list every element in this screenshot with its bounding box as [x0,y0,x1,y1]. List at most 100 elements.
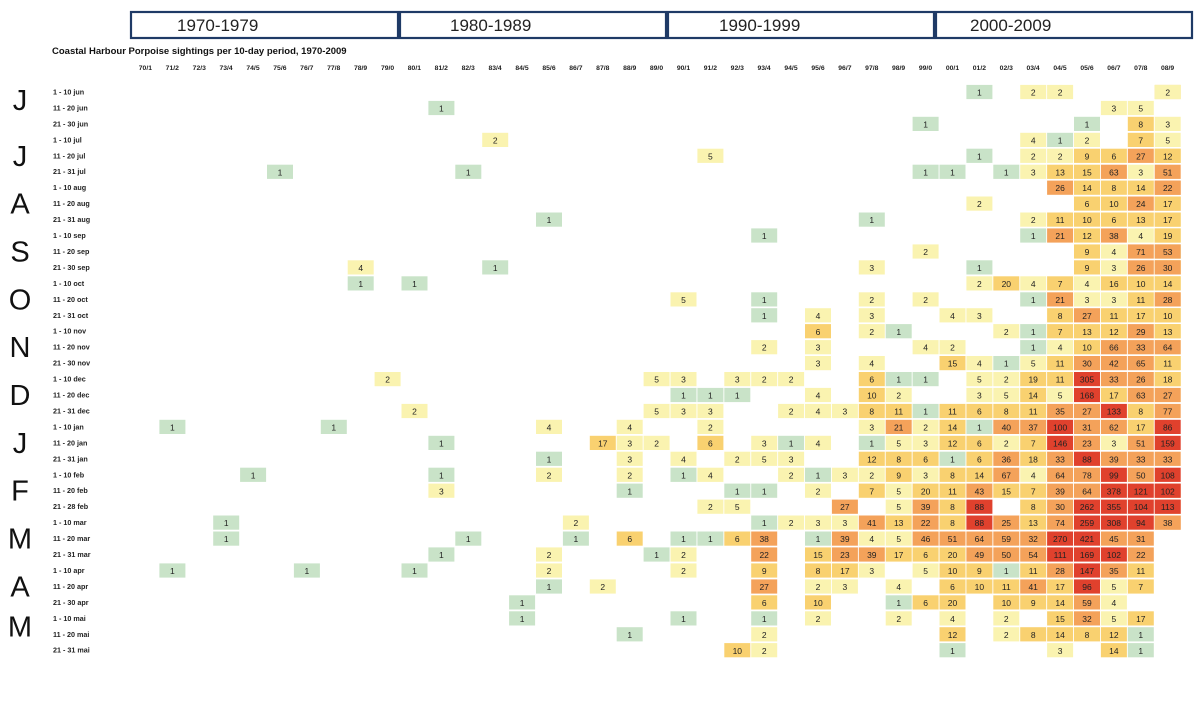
heatmap-cell [1100,403,1127,419]
heatmap-cell [858,308,885,323]
heatmap-cell [1047,212,1074,227]
heatmap-cell [1154,292,1181,307]
heatmap-cell [912,547,939,562]
cell-value: 1 [1085,119,1090,129]
cell-value: 1 [412,566,417,576]
cell-value: 8 [816,566,821,576]
heatmap-cell [1127,276,1154,291]
cell-value: 2 [385,375,390,385]
cell-value: 3 [843,407,848,417]
cell-value: 2 [1004,327,1009,337]
heatmap-cell [805,467,831,482]
heatmap-cell [1100,212,1127,227]
heatmap-cell [858,563,885,578]
heatmap-cell [1047,228,1074,243]
heatmap-cell [1100,148,1127,163]
heatmap-cells: 1227213511832412755122962712121111131315… [159,84,1181,658]
heatmap-cell [1020,435,1047,450]
heatmap-cell [724,483,751,498]
cell-value: 1 [896,598,901,608]
heatmap-cell [509,595,536,610]
cell-value: 1 [923,119,928,129]
heatmap-cell [966,483,993,498]
cell-value: 11 [1136,295,1145,305]
cell-value: 4 [681,454,686,464]
cell-value: 2 [1004,375,1009,385]
cell-value: 1 [574,534,579,544]
heatmap-cell [401,403,428,419]
heatmap-cell [778,403,805,419]
heatmap-cell [1127,180,1154,195]
cell-value: 15 [948,359,958,369]
heatmap-cell [1127,308,1154,323]
cell-value: 63 [1109,167,1119,177]
heatmap-cell [670,372,697,387]
cell-value: 1 [762,614,767,624]
cell-value: 2 [789,470,794,480]
cell-value: 14 [1028,391,1038,401]
decade-headers: 1970-1979 1980-1989 1990-1999 2000-2009 [129,10,1194,40]
heatmap-cell [912,403,939,419]
heatmap-cell [1074,148,1100,163]
cell-value: 2 [681,550,686,560]
season-header: 88/9 [623,65,636,72]
cell-value: 4 [1031,135,1036,145]
cell-value: 1 [789,438,794,448]
heatmap-cell [751,372,778,387]
heatmap-cell [751,308,778,323]
heatmap-cell [1100,515,1127,530]
heatmap-cell [1074,419,1100,434]
cell-value: 24 [1136,199,1146,209]
row-label: 11 - 20 feb [53,486,88,495]
heatmap-cell [1100,276,1127,291]
cell-value: 2 [574,518,579,528]
heatmap-cell [1047,435,1074,450]
cell-value: 22 [1136,550,1146,560]
season-header: 98/9 [892,65,905,72]
cell-value: 51 [1163,167,1173,177]
cell-value: 13 [1055,167,1065,177]
heatmap-cell [966,196,993,211]
heatmap-cell [966,308,993,323]
cell-value: 51 [1136,438,1146,448]
cell-value: 33 [1163,454,1173,464]
cell-value: 1 [305,566,310,576]
heatmap-cell [751,611,778,626]
cell-value: 3 [1165,119,1170,129]
heatmap-cell [401,276,428,291]
heatmap-cell [805,563,831,578]
heatmap-cell [751,579,778,594]
cell-value: 38 [759,534,769,544]
season-header: 05/6 [1080,65,1093,72]
heatmap-cell [1127,212,1154,227]
season-header: 08/9 [1161,65,1174,72]
heatmap-cell [670,451,697,466]
heatmap-cell [1047,180,1074,195]
season-header: 04/5 [1053,65,1066,72]
cell-value: 67 [1002,470,1012,480]
heatmap-cell [966,435,993,450]
cell-value: 27 [1163,391,1173,401]
cell-value: 1 [170,566,175,576]
cell-value: 3 [816,518,821,528]
heatmap-cell [670,403,697,419]
heatmap-cell [1047,483,1074,498]
season-header: 79/0 [381,65,394,72]
decade-label-2000s: 2000-2009 [970,16,1051,35]
cell-value: 10 [1109,199,1119,209]
heatmap-cell [1154,419,1181,434]
cell-value: 2 [869,327,874,337]
cell-value: 11 [1163,359,1172,369]
heatmap-cell [1154,340,1181,355]
cell-value: 17 [1136,614,1146,624]
cell-value: 6 [923,598,928,608]
row-label: 21 - 28 feb [53,502,89,511]
heatmap-cell [1127,387,1154,403]
cell-value: 113 [1161,502,1175,512]
heatmap-cell [1127,579,1154,594]
heatmap-cell [805,403,831,419]
season-header: 82/3 [462,65,475,72]
heatmap-cell [993,435,1020,450]
heatmap-cell [912,467,939,482]
heatmap-cell [1100,419,1127,434]
